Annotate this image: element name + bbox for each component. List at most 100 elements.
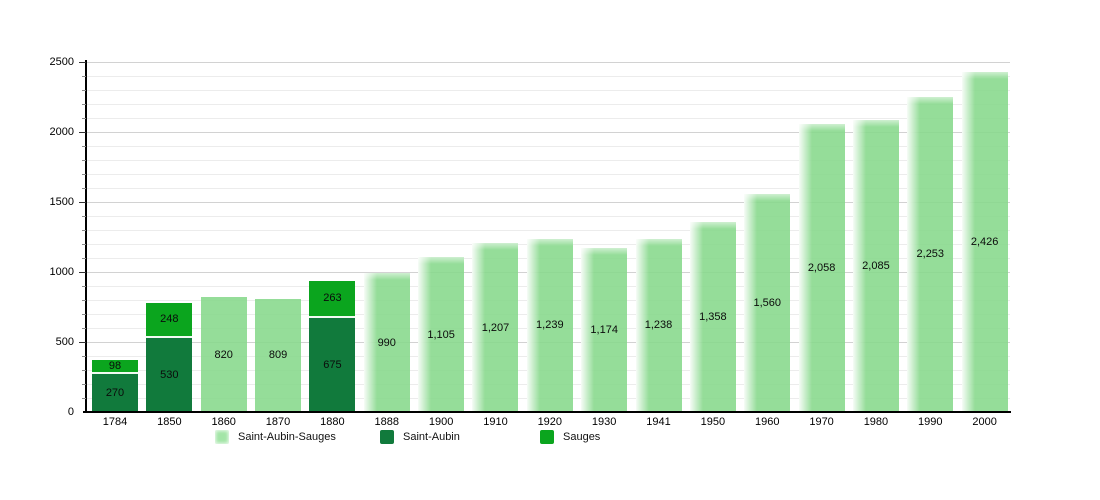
y-axis-tick (82, 300, 86, 301)
x-tick-label-1784: 1784 (102, 416, 128, 428)
bar-value-label: 98 (108, 360, 122, 373)
bar-1900: 1,105 (418, 257, 465, 412)
y-axis-tick (79, 132, 86, 133)
y-axis-tick (82, 90, 86, 91)
x-tick-label-1888: 1888 (374, 416, 399, 428)
minor-gridline (86, 160, 1010, 161)
major-gridline (86, 132, 1010, 133)
bar-value-label: 1,239 (536, 319, 564, 332)
bar-value-label: 1,105 (427, 328, 455, 341)
bar-value-label: 530 (160, 368, 179, 381)
y-axis-tick (79, 202, 86, 203)
legend-swatch (215, 430, 229, 444)
y-axis-tick (82, 328, 86, 329)
x-tick-label-2000: 2000 (972, 416, 997, 428)
bar-value-label: 270 (105, 387, 125, 400)
plot-area: 270 98 530 248 820 809 675 263 990 1,105 1,207 1,23… (86, 62, 1010, 412)
bar-segment-sauges: 248 (146, 303, 193, 338)
y-axis-tick (82, 244, 86, 245)
minor-gridline (86, 90, 1010, 91)
x-tick-label-1900: 1900 (428, 416, 454, 428)
bar-value-label: 263 (323, 292, 342, 305)
bar-1960: 1,560 (744, 193, 791, 412)
y-tick-label: 500 (55, 336, 74, 348)
bar-segment-saint-aubin-sauges: 809 (255, 298, 302, 412)
x-axis-line (83, 411, 1011, 413)
y-axis-tick (82, 160, 86, 161)
bar-segment-sauges: 263 (309, 280, 356, 318)
y-axis-tick (82, 286, 86, 287)
bar-segment-saint-aubin-sauges: 1,239 (526, 238, 573, 412)
y-tick-label: 1000 (49, 266, 74, 278)
minor-gridline (86, 76, 1010, 77)
bar-value-label: 1,238 (644, 319, 673, 332)
bar-1910: 1,207 (472, 243, 519, 412)
bar-segment-saint-aubin-sauges: 1,560 (744, 193, 791, 412)
bar-segment-saint-aubin-sauges: 2,058 (798, 123, 845, 412)
y-axis-tick (79, 62, 86, 63)
y-tick-label: 0 (67, 406, 74, 418)
bar-2000: 2,426 (961, 72, 1008, 412)
bar-1850: 530 248 (146, 303, 193, 412)
bar-1970: 2,058 (798, 123, 845, 412)
legend-swatch (380, 430, 394, 444)
x-tick-label-1960: 1960 (754, 416, 780, 428)
y-axis-tick (82, 76, 86, 77)
bar-segment-saint-aubin-sauges: 2,426 (961, 72, 1008, 412)
y-axis-tick (82, 230, 86, 231)
bar-segment-saint-aubin-sauges: 990 (363, 273, 410, 412)
legend-label: Saint-Aubin-Sauges (238, 431, 336, 443)
bar-value-label: 809 (268, 349, 288, 362)
bar-value-label: 1,207 (481, 321, 510, 334)
bar-segment-saint-aubin: 530 (146, 337, 193, 412)
x-tick-label-1910: 1910 (483, 416, 508, 428)
bar-value-label: 1,560 (753, 296, 781, 309)
x-tick-label-1880: 1880 (320, 416, 345, 428)
bar-segment-saint-aubin-sauges: 820 (200, 297, 247, 412)
bar-segment-saint-aubin-sauges: 1,105 (418, 257, 465, 412)
bar-value-label: 675 (323, 358, 342, 371)
legend-item-sauges: Sauges (540, 430, 600, 444)
y-axis-tick (82, 146, 86, 147)
y-axis-tick (82, 104, 86, 105)
x-tick-label-1870: 1870 (265, 416, 291, 428)
minor-gridline (86, 188, 1010, 189)
y-axis-tick (79, 342, 86, 343)
y-axis-tick (82, 370, 86, 371)
x-tick-label-1920: 1920 (537, 416, 563, 428)
legend-label: Saint-Aubin (403, 431, 460, 443)
bar-1980: 2,085 (852, 120, 899, 412)
bar-value-label: 248 (160, 313, 179, 326)
bar-segment-saint-aubin-sauges: 2,253 (907, 96, 954, 412)
x-tick-label-1950: 1950 (700, 416, 726, 428)
bar-value-label: 1,174 (590, 323, 618, 336)
x-tick-label-1860: 1860 (211, 416, 236, 428)
minor-gridline (86, 104, 1010, 105)
minor-gridline (86, 230, 1010, 231)
bar-value-label: 2,426 (970, 236, 999, 249)
chart-legend: Saint-Aubin-Sauges Saint-Aubin Sauges (0, 430, 1100, 450)
bar-segment-saint-aubin-sauges: 2,085 (852, 120, 899, 412)
legend-item-saint-aubin-sauges: Saint-Aubin-Sauges (215, 430, 336, 444)
x-tick-label-1990: 1990 (918, 416, 943, 428)
y-axis-tick (82, 216, 86, 217)
bar-1888: 990 (363, 273, 410, 412)
major-gridline (86, 202, 1010, 203)
bar-1920: 1,239 (526, 238, 573, 412)
legend-label: Sauges (563, 431, 601, 443)
y-axis-tick (82, 188, 86, 189)
x-tick-label-1850: 1850 (157, 416, 182, 428)
y-tick-label: 2500 (49, 56, 74, 68)
y-axis-tick (82, 314, 86, 315)
y-axis-tick (79, 272, 86, 273)
bar-1784: 270 98 (92, 360, 138, 412)
bar-segment-saint-aubin-sauges: 1,174 (581, 247, 628, 412)
y-axis-tick (82, 118, 86, 119)
bar-value-label: 2,085 (862, 260, 890, 273)
bar-1860: 820 (200, 297, 247, 412)
y-tick-label: 1500 (49, 196, 74, 208)
x-tick-label-1930: 1930 (591, 416, 617, 428)
bar-segment-saint-aubin-sauges: 1,358 (689, 221, 736, 412)
minor-gridline (86, 174, 1010, 175)
